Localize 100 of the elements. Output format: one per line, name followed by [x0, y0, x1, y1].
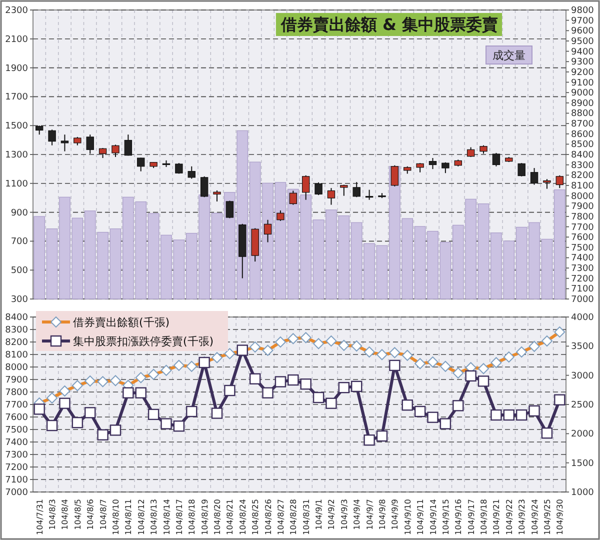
y-tick-label: 7200: [5, 463, 28, 473]
y2-tick-label: 7900: [571, 202, 594, 212]
y-tick-label: 7700: [5, 400, 28, 410]
y2-tick-label: 8800: [571, 109, 594, 120]
point: [440, 418, 452, 430]
x-tick-label: 104/9/23: [518, 499, 527, 535]
point: [148, 408, 160, 420]
y2-tick-label: 9500: [571, 36, 594, 47]
x-tick-label: 104/8/5: [73, 499, 82, 530]
candlestick: [112, 144, 120, 158]
candlestick: [390, 164, 399, 187]
y-tick-label: 300: [10, 295, 28, 305]
x-tick-label: 104/9/9: [390, 499, 400, 530]
point: [173, 420, 185, 432]
candlestick: [340, 184, 348, 196]
point: [84, 407, 96, 418]
text: 成交量: [492, 49, 526, 62]
x-tick-label: 104/8/10: [111, 499, 120, 535]
candlestick: [124, 134, 132, 156]
y-tick-label: 1500: [5, 122, 28, 132]
x-tick-label: 104/9/10: [403, 499, 412, 535]
candlestick: [200, 176, 208, 198]
legend-label: 借券賣出餘額(千張): [73, 316, 170, 329]
y-tick-label: 2100: [5, 34, 28, 45]
candlestick: [60, 134, 69, 152]
y2-tick-label: 7000: [571, 295, 594, 305]
point: [135, 387, 146, 398]
candlestick: [556, 174, 564, 189]
y-tick-label: 2300: [5, 6, 28, 16]
x-tick-label: 104/9/17: [466, 499, 476, 535]
y-tick-label: 7000: [5, 488, 28, 498]
y2-tick-label: 8700: [571, 120, 594, 130]
y2-tick-label: 9200: [571, 68, 594, 78]
point: [402, 399, 413, 411]
x-tick-label: 104/8/27: [276, 499, 286, 535]
y2-tick-label: 8100: [571, 181, 594, 192]
y-tick-label: 7500: [5, 426, 28, 436]
y2-tick-label: 8200: [571, 171, 594, 182]
point: [110, 424, 122, 436]
y-tick-label: 1700: [5, 92, 28, 103]
candlestick: [213, 190, 221, 202]
x-tick-label: 104/8/11: [124, 499, 134, 535]
y-tick-label: 500: [10, 266, 28, 276]
point: [503, 409, 514, 421]
x-tick-label: 104/9/4: [352, 499, 362, 530]
x-tick-label: 104/9/30: [556, 499, 565, 535]
x-tick-label: 104/9/7: [365, 499, 374, 530]
candlestick: [530, 168, 538, 186]
y-tick-label: 8300: [5, 326, 28, 336]
point: [186, 406, 198, 418]
candlestick: [86, 134, 94, 154]
point: [211, 408, 223, 419]
point: [490, 409, 502, 421]
y-tick-label: 7600: [5, 413, 28, 423]
x-tick-label: 104/8/13: [150, 499, 159, 535]
point: [528, 405, 540, 417]
x-tick-label: 104/8/4: [60, 499, 70, 530]
candlestick: [276, 210, 284, 222]
x-tick-label: 104/9/18: [480, 499, 489, 535]
x-tick-label: 104/8/31: [302, 499, 311, 535]
point: [516, 409, 528, 421]
x-tick-label: 104/8/24: [238, 499, 248, 535]
candlestick: [314, 182, 322, 196]
y2-tick-label: 2500: [571, 400, 594, 410]
y2-tick-label: 8600: [571, 130, 594, 140]
y-tick-label: 8000: [5, 363, 28, 373]
x-tick-label: 104/9/15: [441, 499, 450, 535]
candlestick: [327, 188, 336, 206]
x-tick-label: 104/7/31: [35, 499, 44, 535]
y2-tick-label: 8400: [571, 150, 594, 160]
candlestick: [226, 200, 234, 219]
point: [160, 418, 172, 430]
point: [364, 434, 375, 446]
x-tick-label: 104/8/14: [162, 499, 172, 535]
x-tick-label: 104/9/22: [504, 499, 514, 535]
x-tick-label: 104/8/21: [226, 499, 235, 535]
candlestick: [352, 182, 360, 198]
y-tick-label: 900: [10, 208, 28, 218]
x-tick-label: 104/9/16: [454, 499, 464, 535]
x-tick-label: 104/8/7: [98, 499, 108, 530]
x-tick-label: 104/9/21: [492, 499, 502, 535]
x-tick-label: 104/9/3: [340, 499, 349, 530]
x-tick-label: 104/9/25: [542, 499, 552, 535]
y2-tick-label: 7800: [571, 212, 594, 222]
y2-tick-label: 9400: [571, 47, 594, 58]
chart-title: 借券賣出餘額 & 集中股票委賣: [280, 15, 498, 34]
y-tick-label: 1300: [5, 150, 28, 160]
candlestick: [492, 152, 500, 167]
y2-tick-label: 7200: [571, 274, 594, 284]
y-tick-label: 8100: [5, 350, 28, 360]
candlestick: [264, 219, 272, 243]
point: [338, 382, 350, 394]
y2-tick-label: 7500: [571, 243, 594, 254]
point: [312, 392, 324, 404]
y2-tick-label: 8000: [571, 192, 594, 202]
y2-tick-label: 3000: [571, 371, 594, 382]
y2-tick-label: 9300: [571, 58, 594, 68]
x-tick-label: 104/8/28: [289, 499, 298, 535]
y2-tick-label: 9000: [571, 88, 594, 99]
y-tick-label: 7900: [5, 376, 28, 386]
